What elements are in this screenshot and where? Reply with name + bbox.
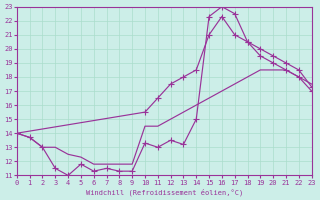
- X-axis label: Windchill (Refroidissement éolien,°C): Windchill (Refroidissement éolien,°C): [85, 188, 243, 196]
